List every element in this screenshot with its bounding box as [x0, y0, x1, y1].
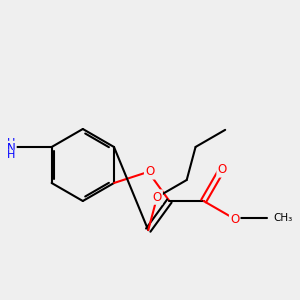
- Text: O: O: [218, 164, 227, 176]
- Text: N: N: [7, 142, 16, 155]
- Text: H: H: [7, 137, 15, 148]
- Text: O: O: [152, 190, 162, 204]
- Text: O: O: [230, 213, 239, 226]
- Text: H: H: [7, 150, 15, 161]
- Text: O: O: [145, 165, 154, 178]
- Text: CH₃: CH₃: [273, 213, 293, 223]
